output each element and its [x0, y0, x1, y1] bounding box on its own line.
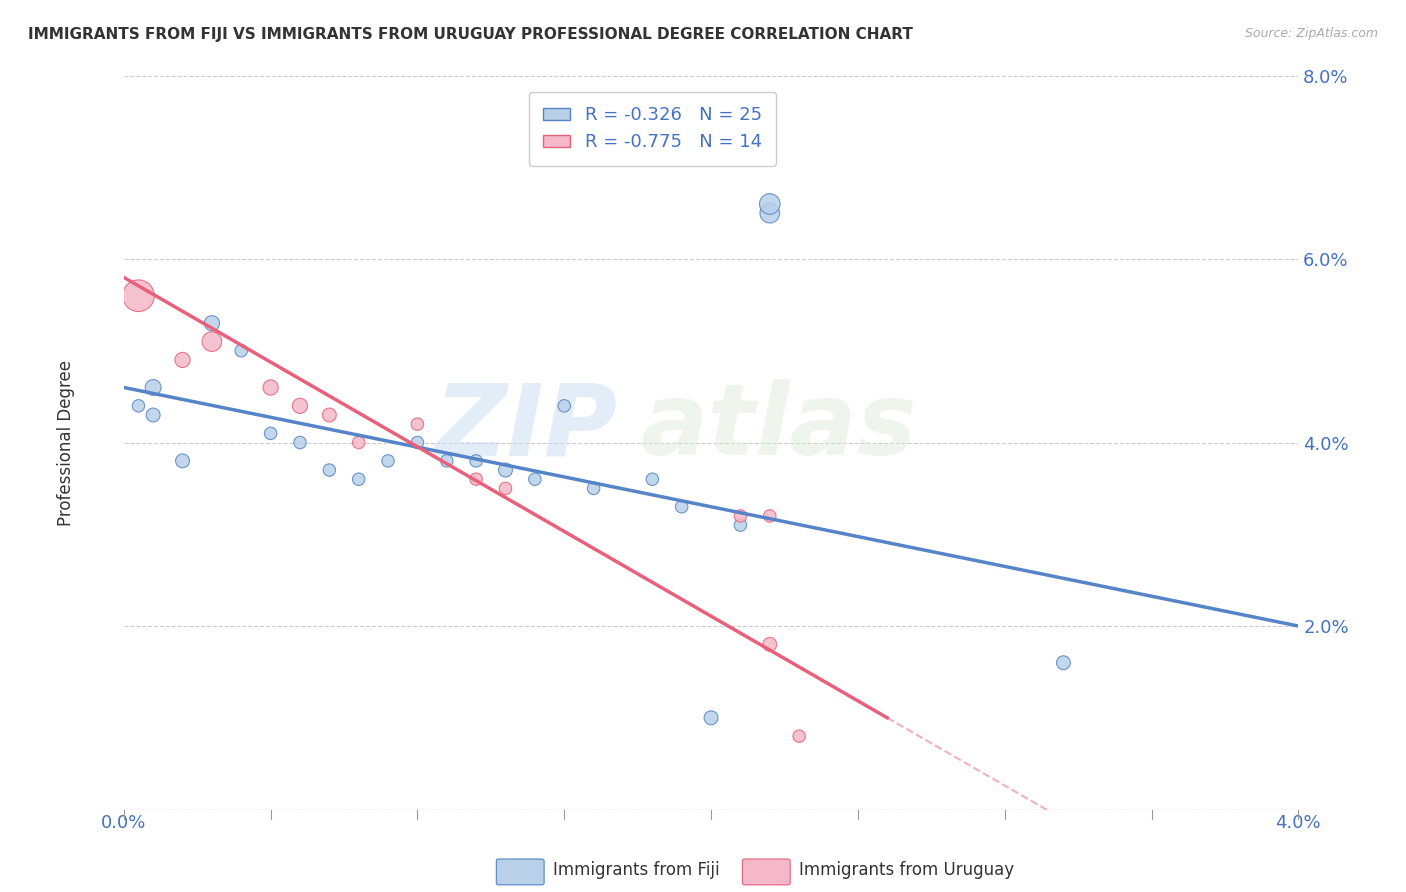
- Point: [730, 518, 752, 533]
- Text: ZIP: ZIP: [434, 379, 617, 476]
- Text: Source: ZipAtlas.com: Source: ZipAtlas.com: [1244, 27, 1378, 40]
- Point: [641, 472, 664, 486]
- Point: [730, 508, 752, 523]
- Point: [201, 316, 224, 330]
- Point: [288, 435, 311, 450]
- Legend: R = -0.326   N = 25, R = -0.775   N = 14: R = -0.326 N = 25, R = -0.775 N = 14: [529, 92, 776, 166]
- Point: [406, 435, 429, 450]
- Point: [759, 637, 782, 651]
- Point: [465, 472, 488, 486]
- Point: [318, 463, 340, 477]
- Point: [759, 508, 782, 523]
- Point: [1052, 656, 1074, 670]
- Text: Immigrants from Uruguay: Immigrants from Uruguay: [799, 861, 1014, 879]
- Point: [347, 435, 370, 450]
- Point: [142, 408, 165, 422]
- Point: [259, 426, 281, 441]
- Point: [172, 353, 194, 368]
- Point: [787, 729, 810, 743]
- Point: [127, 289, 149, 303]
- Point: [201, 334, 224, 349]
- Point: [172, 454, 194, 468]
- Text: Immigrants from Fiji: Immigrants from Fiji: [553, 861, 720, 879]
- Point: [142, 380, 165, 394]
- Point: [671, 500, 693, 514]
- Point: [127, 399, 149, 413]
- Point: [377, 454, 399, 468]
- Point: [259, 380, 281, 394]
- Point: [700, 711, 723, 725]
- Point: [318, 408, 340, 422]
- Point: [759, 197, 782, 211]
- Point: [495, 482, 517, 496]
- Y-axis label: Professional Degree: Professional Degree: [58, 359, 75, 525]
- Point: [582, 482, 605, 496]
- Text: IMMIGRANTS FROM FIJI VS IMMIGRANTS FROM URUGUAY PROFESSIONAL DEGREE CORRELATION : IMMIGRANTS FROM FIJI VS IMMIGRANTS FROM …: [28, 27, 912, 42]
- Point: [553, 399, 575, 413]
- Point: [406, 417, 429, 432]
- Point: [436, 454, 458, 468]
- Point: [759, 206, 782, 220]
- Point: [465, 454, 488, 468]
- Point: [523, 472, 546, 486]
- Point: [231, 343, 253, 358]
- Point: [495, 463, 517, 477]
- Point: [347, 472, 370, 486]
- Point: [288, 399, 311, 413]
- Text: atlas: atlas: [641, 379, 917, 476]
